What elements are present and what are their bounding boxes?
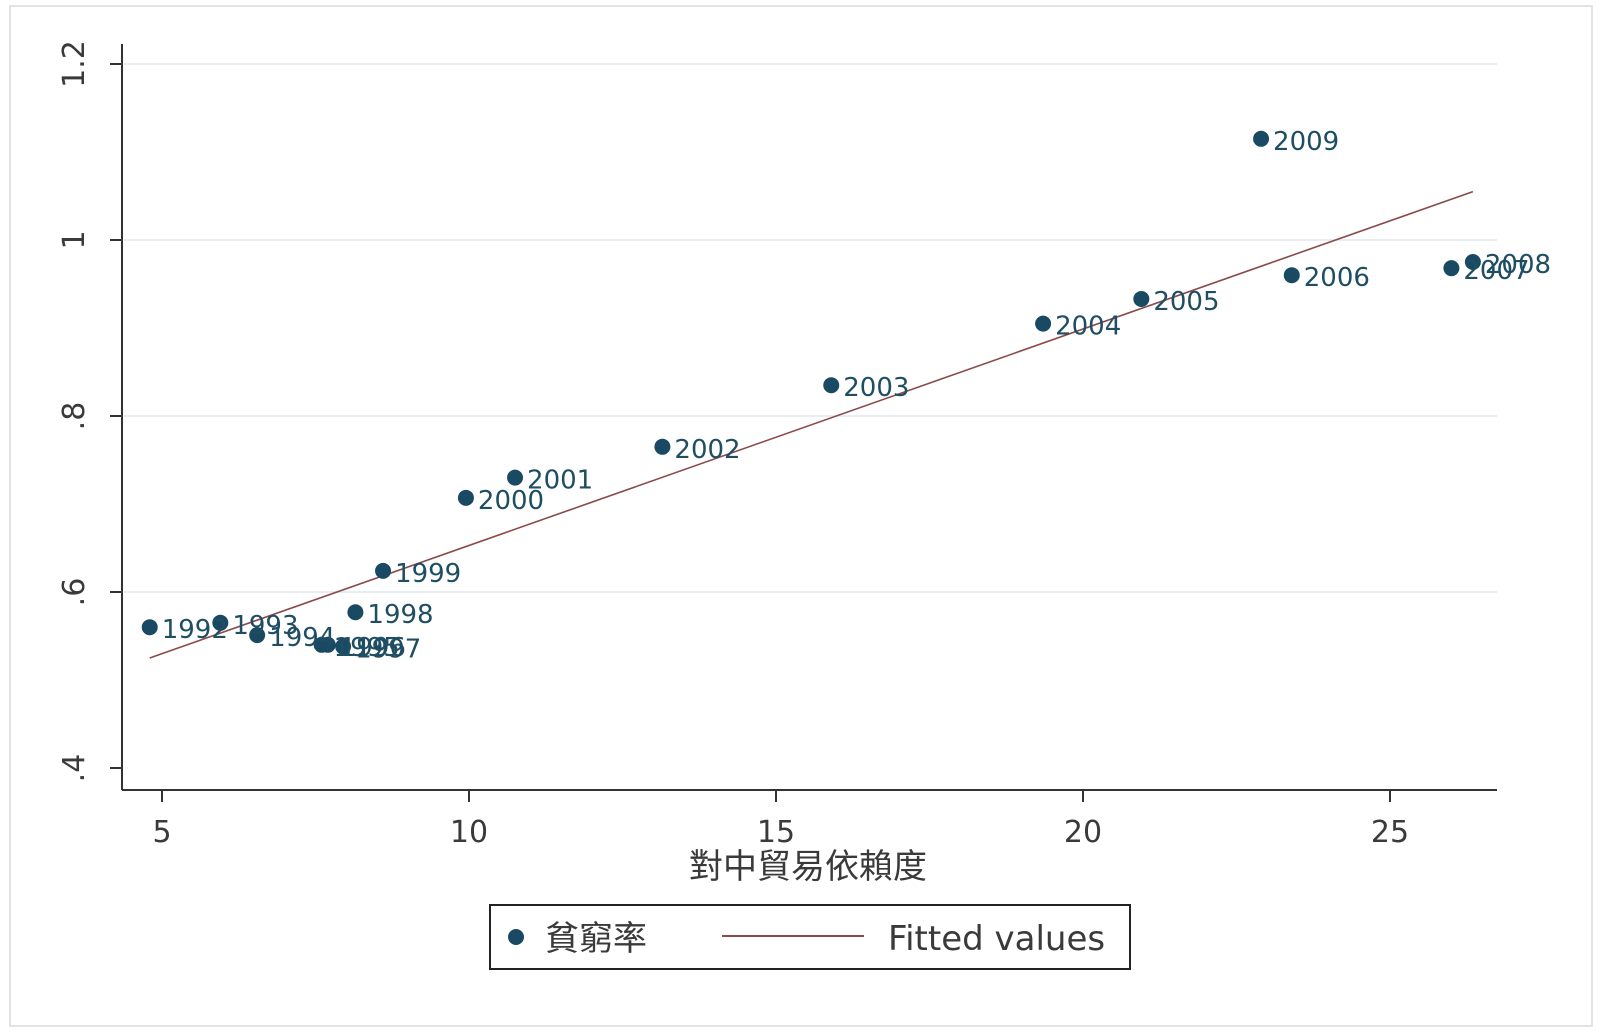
data-point-2005 bbox=[1133, 290, 1150, 307]
data-point-2003 bbox=[823, 377, 840, 394]
data-label-2006: 2006 bbox=[1304, 263, 1370, 293]
data-point-2000 bbox=[457, 489, 474, 506]
data-label-1998: 1998 bbox=[367, 600, 433, 630]
data-point-1993 bbox=[212, 614, 229, 631]
data-label-2005: 2005 bbox=[1153, 287, 1219, 317]
data-label-1993: 1993 bbox=[232, 611, 298, 641]
data-label-2001: 2001 bbox=[527, 466, 593, 496]
data-label-2009: 2009 bbox=[1273, 127, 1339, 157]
data-point-2006 bbox=[1283, 267, 1300, 284]
data-label-1996: 1996 bbox=[340, 633, 406, 663]
data-label-2007: 2007 bbox=[1463, 256, 1529, 286]
x-tick-label: 20 bbox=[1064, 815, 1102, 850]
data-label-1994: 1994 bbox=[269, 623, 335, 653]
data-point-1994 bbox=[249, 627, 266, 644]
x-tick-label: 25 bbox=[1371, 815, 1409, 850]
data-point-2001 bbox=[507, 469, 524, 486]
data-label-1992: 1992 bbox=[162, 615, 228, 645]
data-point-1999 bbox=[375, 562, 392, 579]
fitted-values-line bbox=[149, 190, 1474, 659]
fitted-line-layer bbox=[149, 190, 1474, 659]
data-point-1996 bbox=[319, 636, 336, 653]
data-point-1992 bbox=[141, 619, 158, 636]
data-label-1997: 1997 bbox=[355, 635, 421, 665]
data-label-2003: 2003 bbox=[843, 373, 909, 403]
data-point-2009 bbox=[1253, 130, 1270, 147]
data-label-1999: 1999 bbox=[395, 559, 461, 589]
outer-frame bbox=[9, 5, 1593, 1027]
y-tick-label: 1.2 bbox=[57, 40, 92, 88]
y-ticks: .4 .6 .8 1 1.2 bbox=[57, 40, 122, 782]
data-label-2004: 2004 bbox=[1055, 312, 1121, 342]
x-ticks: 5 10 15 20 25 bbox=[152, 790, 1409, 850]
data-point-1997 bbox=[335, 638, 352, 655]
legend-marker-poverty bbox=[508, 929, 524, 945]
data-point-2008 bbox=[1464, 254, 1481, 270]
data-label-2008: 2008 bbox=[1485, 250, 1551, 280]
data-point-1998 bbox=[347, 604, 364, 621]
legend-label-poverty: 貧窮率 bbox=[545, 919, 647, 959]
data-label-2000: 2000 bbox=[478, 486, 544, 516]
data-label-1995: 1995 bbox=[334, 633, 400, 663]
x-axis-title: 對中貿易依賴度 bbox=[689, 847, 927, 887]
points-layer bbox=[141, 130, 1481, 655]
y-tick-label: .4 bbox=[57, 754, 92, 783]
data-point-2007 bbox=[1443, 260, 1460, 277]
x-tick-label: 5 bbox=[152, 815, 171, 850]
x-tick-label: 15 bbox=[757, 815, 795, 850]
data-point-2002 bbox=[654, 438, 671, 455]
x-tick-label: 10 bbox=[450, 815, 488, 850]
legend-label-fitted: Fitted values bbox=[888, 919, 1105, 959]
legend: 貧窮率 Fitted values bbox=[489, 904, 1131, 970]
data-label-2002: 2002 bbox=[674, 435, 740, 465]
y-tick-label: 1 bbox=[57, 230, 92, 249]
data-point-2004 bbox=[1035, 315, 1052, 332]
y-tick-label: .8 bbox=[57, 402, 92, 431]
grid-lines bbox=[124, 63, 1497, 593]
y-tick-label: .6 bbox=[57, 578, 92, 607]
